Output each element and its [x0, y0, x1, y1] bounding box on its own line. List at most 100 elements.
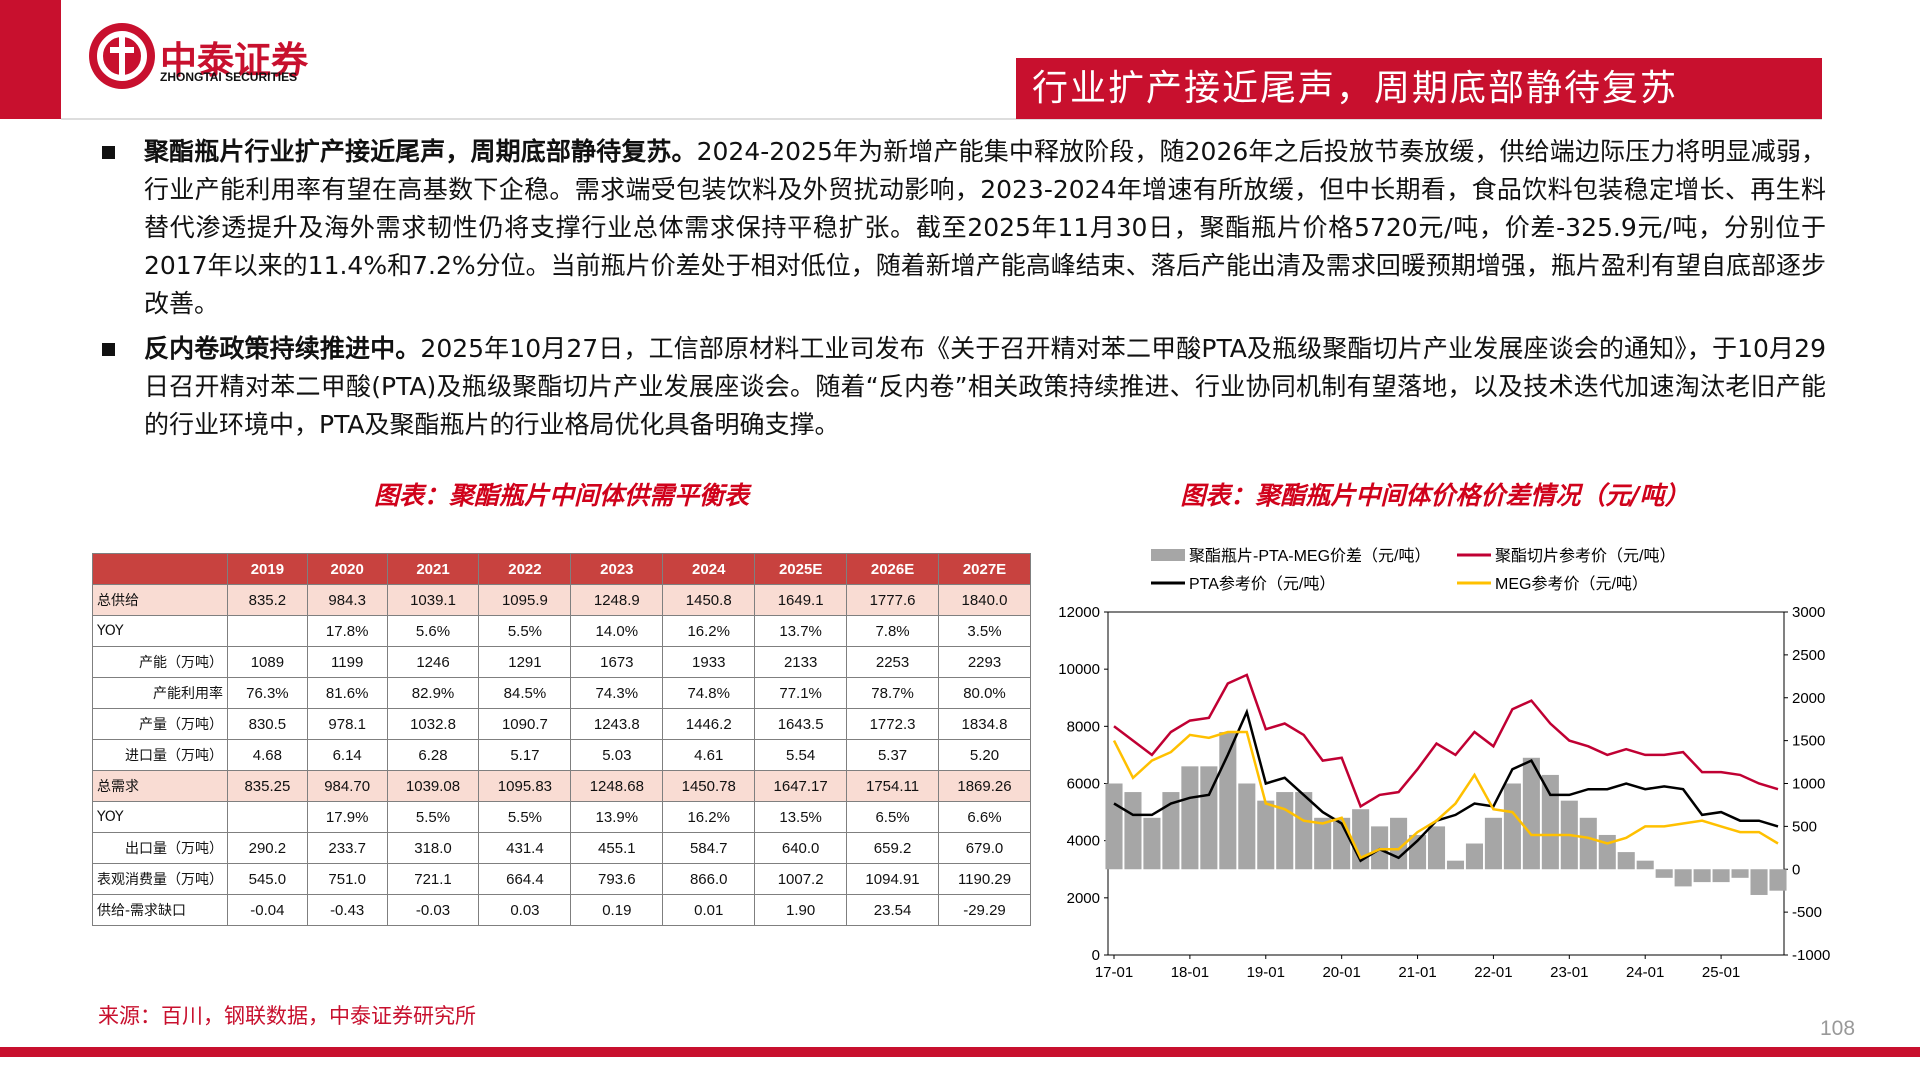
table-cell: 1450.8 — [662, 584, 756, 616]
table-cell: 984.70 — [306, 770, 388, 802]
logo-sub: ZHONGTAI SECURITIES — [160, 70, 298, 84]
spread-bar — [1124, 792, 1142, 870]
table-cell: 545.0 — [227, 863, 308, 895]
spread-bar — [1427, 826, 1446, 870]
spread-bar — [1655, 869, 1673, 878]
table-cell: 233.7 — [306, 832, 388, 864]
x-tick-label: 20-01 — [1322, 964, 1360, 981]
spread-bar — [1731, 869, 1749, 878]
table-cell: 1095.83 — [478, 770, 572, 802]
table-cell: 23.54 — [846, 894, 939, 926]
header-row: 2019 2020 2021 2022 2023 2024 2025E 2026E 2027E — [92, 553, 1031, 585]
y-tick-label: 0 — [1092, 947, 1100, 964]
row-label: 总需求 — [92, 770, 228, 802]
x-tick-label: 19-01 — [1247, 964, 1285, 981]
table-row: 总需求 835.25 984.70 1039.08 1095.83 1248.68 1450… — [92, 770, 1031, 802]
table-cell: 16.2% — [662, 801, 756, 833]
y-tick-label: 4000 — [1067, 833, 1100, 850]
spread-bar — [1276, 792, 1294, 870]
x-tick-label: 22-01 — [1474, 964, 1512, 981]
table-cell: 835.25 — [227, 770, 308, 802]
bullet-lead: 反内卷政策持续推进中。 — [144, 334, 421, 363]
table-cell: 1.90 — [754, 894, 848, 926]
spread-bar — [1693, 869, 1711, 883]
table-cell: 6.14 — [306, 739, 388, 771]
table-cell: 17.9% — [306, 801, 388, 833]
table-cell: 5.54 — [754, 739, 848, 771]
spread-bar — [1446, 860, 1465, 870]
table-row: 出口量（万吨） 290.2 233.7 318.0 431.4 455.1 584.7 640… — [92, 832, 1031, 864]
table-row: 产能利用率 76.3% 81.6% 82.9% 84.5% 74.3% 74.8% 77.1%… — [92, 677, 1031, 709]
table-cell: 835.2 — [227, 584, 308, 616]
spread-bar — [1579, 817, 1597, 870]
price-line — [1113, 708, 1779, 863]
table-cell: 751.0 — [306, 863, 388, 895]
table-cell: 1643.5 — [754, 708, 848, 740]
table-cell: 1777.6 — [846, 584, 939, 616]
row-label: 产量（万吨） — [92, 708, 228, 740]
x-tick-label: 17-01 — [1095, 964, 1133, 981]
table-cell: -0.03 — [386, 894, 480, 926]
table-cell: 1291 — [478, 646, 572, 678]
spread-bar — [1371, 826, 1389, 870]
column-header: 2019 — [227, 553, 308, 585]
table-cell: 1754.11 — [846, 770, 939, 802]
y-tick-label: 6000 — [1067, 776, 1100, 793]
table-cell: 1032.8 — [386, 708, 480, 740]
table-cell: 1243.8 — [570, 708, 664, 740]
slide-title: 行业扩产接近尾声，周期底部静待复苏 — [1016, 58, 1822, 119]
table-cell: 584.7 — [662, 832, 756, 864]
table-cell: 0.03 — [478, 894, 572, 926]
table-cell: 1834.8 — [938, 708, 1031, 740]
table-row: 供给-需求缺口 -0.04 -0.43 -0.03 0.03 0.19 0.01 1.90 23… — [92, 894, 1031, 926]
table-cell: 1039.08 — [386, 770, 480, 802]
logo-mark — [89, 23, 155, 89]
table-caption: 图表：聚酯瓶片中间体供需平衡表 — [373, 481, 749, 510]
source-note: 来源：百川，钢联数据，中泰证券研究所 — [98, 1004, 476, 1028]
table-cell: 77.1% — [754, 677, 848, 709]
x-tick-label: 23-01 — [1550, 964, 1588, 981]
balance-table: 2019 2020 2021 2022 2023 2024 2025E 2026E 2027E 总… — [92, 553, 1031, 926]
logo-name: 中泰证券 — [160, 39, 308, 82]
table-cell: 1647.17 — [754, 770, 848, 802]
table-cell: 1007.2 — [754, 863, 848, 895]
table-cell: 7.8% — [846, 615, 939, 647]
table-row: 表观消费量（万吨） 545.0 751.0 721.1 664.4 793.6 866.0 1… — [92, 863, 1031, 895]
spread-bar — [1617, 852, 1635, 870]
column-header: 2024 — [662, 553, 756, 585]
table-cell: 0.01 — [662, 894, 756, 926]
table-row: YOY 17.9% 5.5% 5.5% 13.9% 16.2% 13.5% 6.5% 6.6% — [92, 801, 1031, 833]
corner-cell — [92, 553, 228, 585]
y2-tick-label: 500 — [1792, 818, 1817, 835]
footer-bar — [0, 1047, 1920, 1057]
table-cell: 866.0 — [662, 863, 756, 895]
table-cell: 431.4 — [478, 832, 572, 864]
spread-bar — [1465, 843, 1483, 870]
spread-bar — [1162, 792, 1180, 870]
spread-bar — [1295, 792, 1313, 870]
spread-bar — [1314, 817, 1332, 870]
table-cell: 664.4 — [478, 863, 572, 895]
table-cell: 4.61 — [662, 739, 756, 771]
table-cell: 1673 — [570, 646, 664, 678]
page-number: 108 — [1820, 1017, 1856, 1040]
spread-bar — [1769, 869, 1787, 891]
legend-label: 聚酯瓶片-PTA-MEG价差（元/吨） — [1189, 547, 1430, 565]
y-tick-label: 12000 — [1058, 604, 1100, 621]
legend-label: MEG参考价（元/吨） — [1495, 575, 1648, 593]
row-label: 进口量（万吨） — [92, 739, 228, 771]
table-cell: 6.6% — [938, 801, 1031, 833]
table-cell: 6.5% — [846, 801, 939, 833]
table-cell: 13.5% — [754, 801, 848, 833]
spread-bar — [1484, 817, 1502, 870]
table-cell: 1840.0 — [938, 584, 1031, 616]
table-cell: 13.7% — [754, 615, 848, 647]
table-cell: -0.04 — [227, 894, 308, 926]
table-row: 进口量（万吨） 4.68 6.14 6.28 5.17 5.03 4.61 5.54 5.37 5… — [92, 739, 1031, 771]
spread-bar — [1522, 757, 1540, 870]
y2-tick-label: 2500 — [1792, 647, 1825, 664]
table-cell: -0.43 — [306, 894, 388, 926]
column-header: 2020 — [306, 553, 388, 585]
y-tick-label: 2000 — [1067, 890, 1100, 907]
spread-bar — [1541, 774, 1559, 870]
